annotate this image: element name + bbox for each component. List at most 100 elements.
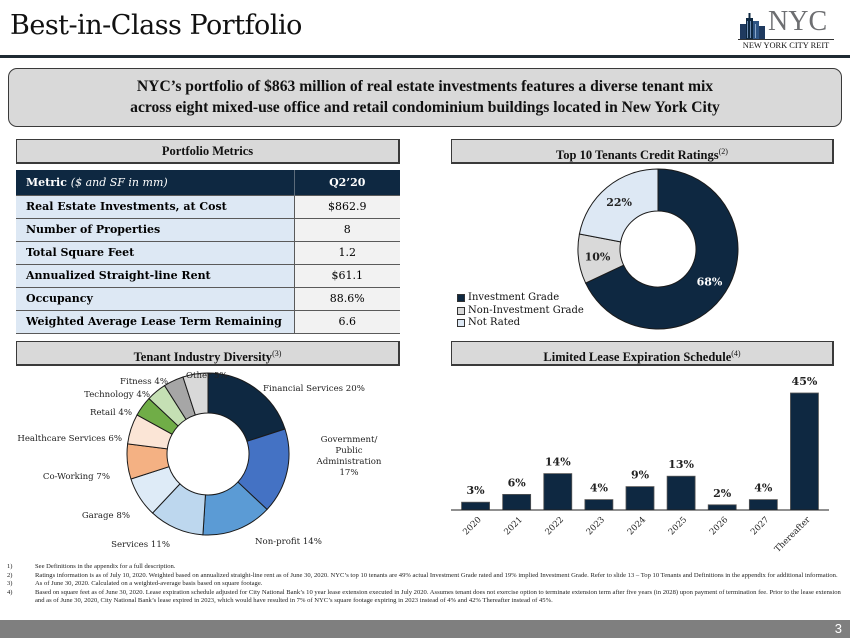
bar [461, 501, 490, 511]
donut-slice [578, 168, 659, 243]
table-row: Total Square Feet 1.2 [16, 240, 400, 264]
banner-line-1: NYC’s portfolio of $863 million of real … [136, 78, 714, 95]
data-label: Financial Services 20% [263, 384, 365, 394]
data-label: 68% [697, 276, 723, 289]
data-label: Other 5% [186, 371, 228, 381]
data-label: 4% [754, 482, 773, 495]
data-label: Non-profit 14% [255, 537, 322, 547]
legend-label: Investment Grade [468, 292, 560, 303]
title-divider [0, 55, 850, 58]
metric-value: 88.6% [294, 286, 400, 310]
tick-label: 2023 [585, 515, 607, 537]
bar [502, 493, 532, 511]
industry-diversity-donut-chart: Financial Services 20% Government/Public A… [17, 371, 382, 550]
legend-swatch [457, 319, 465, 328]
tick-label: 2022 [544, 515, 566, 537]
portfolio-metrics-header: Portfolio Metrics [16, 139, 400, 164]
donut-slice [182, 372, 209, 416]
bar [707, 504, 737, 511]
tick-label: 2020 [461, 515, 483, 537]
metric-label: Number of Properties [16, 217, 295, 241]
data-label: Government/Public Administration 17% [316, 435, 382, 478]
footnote-ref: (3) [272, 349, 282, 358]
data-label: Co-Working 7% [43, 472, 110, 482]
industry-diversity-header: Tenant Industry Diversity(3) [16, 341, 400, 366]
data-label: 45% [792, 375, 818, 388]
page-title: Best-in-Class Portfolio [10, 10, 302, 41]
value-column-header: Q2’20 [294, 170, 400, 195]
footer-bar: 3 [0, 620, 850, 638]
table-header-row: Metric ($ and SF in mm) Q2’20 [16, 170, 400, 195]
tick-label: 2025 [667, 515, 689, 537]
donut-slice [584, 168, 739, 330]
data-label: 4% [590, 482, 609, 495]
bar [666, 475, 696, 511]
lease-expiration-bar-chart: 3% 2020 6% 2021 14% 2022 4% 2023 9% 2024 13% 2025 2%… [451, 375, 829, 555]
legend-item: Investment Grade [457, 292, 584, 305]
footnote: 1) See Definitions in the appendix for a … [7, 563, 843, 572]
data-label: 22% [606, 196, 632, 209]
footnote: 3) As of June 30, 2020. Calculated on a w… [7, 580, 843, 589]
metric-label: Total Square Feet [16, 240, 295, 264]
data-label: 13% [668, 458, 694, 471]
credit-ratings-legend: Investment Grade Non-Investment Grade No… [457, 292, 584, 330]
data-label: Fitness 4% [120, 377, 168, 387]
logo-wordmark: NYC [768, 6, 828, 37]
legend-label: Non-Investment Grade [468, 304, 584, 316]
tick-label: Thereafter [773, 514, 813, 554]
data-label: Technology 4% [84, 390, 150, 400]
bar [584, 499, 614, 511]
metric-value: 8 [294, 217, 400, 241]
portfolio-metrics-title: Portfolio Metrics [161, 144, 254, 158]
data-label: 3% [467, 484, 486, 497]
footnote-number: 4) [7, 588, 13, 596]
footnote-text: See Definitions in the appendix for a fu… [35, 563, 176, 570]
credit-ratings-title: Top 10 Tenants Credit Ratings [556, 148, 719, 162]
table-row: Annualized Straight-line Rent $61.1 [16, 263, 400, 287]
metric-value: 6.6 [294, 309, 400, 334]
metric-header-label: Metric [26, 175, 67, 189]
data-label: Garage 8% [82, 511, 130, 521]
data-label: Services 11% [111, 540, 170, 550]
data-label: 14% [545, 456, 571, 469]
data-label: 9% [631, 469, 650, 482]
legend-swatch [457, 294, 465, 303]
portfolio-metrics-table: Metric ($ and SF in mm) Q2’20 Real Estat… [16, 170, 400, 334]
table-row: Weighted Average Lease Term Remaining 6.6 [16, 309, 400, 334]
bar [625, 486, 655, 511]
skyline-icon [740, 13, 765, 40]
legend-label: Not Rated [468, 317, 521, 328]
metric-label: Weighted Average Lease Term Remaining [16, 309, 295, 334]
data-label: 6% [508, 476, 527, 489]
lease-expiration-header: Limited Lease Expiration Schedule(4) [451, 341, 834, 366]
banner-line-2: across eight mixed-use office and retail… [130, 99, 720, 116]
footnote-number: 1) [7, 563, 13, 570]
industry-diversity-title: Tenant Industry Diversity [133, 350, 273, 364]
data-label: Retail 4% [90, 408, 132, 418]
metric-value: 1.2 [294, 240, 400, 264]
footnote-text: Ratings information is as of July 10, 20… [35, 571, 838, 579]
footnotes: 1) See Definitions in the appendix for a … [7, 563, 843, 606]
bar [790, 392, 819, 511]
metric-label: Occupancy [16, 286, 295, 310]
table-row: Number of Properties 8 [16, 217, 400, 241]
table-row: Occupancy 88.6% [16, 286, 400, 310]
legend-item: Non-Investment Grade [457, 305, 584, 318]
metric-value: $61.1 [294, 263, 400, 287]
bar [543, 473, 573, 511]
metric-label: Real Estate Investments, at Cost [16, 194, 295, 218]
metric-column-header: Metric ($ and SF in mm) [16, 170, 295, 195]
tick-label: 2026 [708, 515, 730, 537]
legend-item: Not Rated [457, 317, 584, 330]
table-row: Real Estate Investments, at Cost $862.9 [16, 194, 400, 218]
credit-ratings-donut-chart: 68% 10% 22% [577, 168, 739, 330]
footnote-ref: (4) [731, 349, 741, 358]
metric-label: Annualized Straight-line Rent [16, 263, 295, 287]
data-label: 2% [713, 487, 732, 500]
data-label: Healthcare Services 6% [17, 434, 122, 444]
legend-swatch [457, 306, 465, 315]
footnote-text: As of June 30, 2020. Calculated on a wei… [35, 580, 263, 588]
tick-label: 2027 [749, 515, 771, 537]
lease-expiration-title: Limited Lease Expiration Schedule [543, 350, 732, 364]
summary-banner: NYC’s portfolio of $863 million of real … [8, 68, 842, 127]
